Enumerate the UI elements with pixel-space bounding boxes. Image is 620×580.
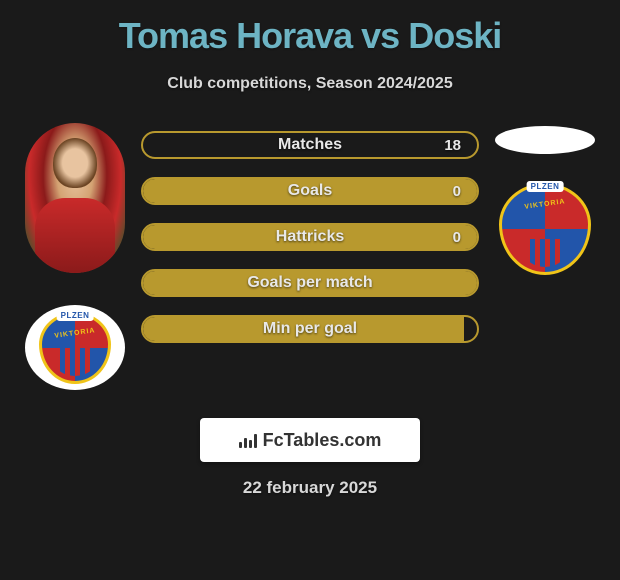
shield-icon: VIKTORIA (39, 312, 111, 384)
player-photo-left (25, 123, 125, 273)
page-title: Tomas Horava vs Doski (10, 15, 610, 57)
club-logo-left: VIKTORIA (25, 305, 125, 390)
stat-label: Goals (288, 182, 332, 200)
stat-label: Goals per match (247, 274, 372, 292)
comparison-card: Tomas Horava vs Doski Club competitions,… (0, 0, 620, 580)
stat-value: 18 (444, 137, 461, 154)
stat-bar-goals-per-match: Goals per match (141, 269, 479, 297)
shield-icon: VIKTORIA (499, 183, 591, 275)
footer: FcTables.com 22 february 2025 (10, 418, 610, 498)
right-column: VIKTORIA (485, 123, 605, 271)
stat-bar-matches: Matches 18 (141, 131, 479, 159)
club-logo-right: VIKTORIA (495, 186, 595, 271)
content-row: VIKTORIA Matches 18 Goals 0 Hattricks 0 (10, 123, 610, 390)
brand-logo[interactable]: FcTables.com (200, 418, 420, 462)
stat-bar-min-per-goal: Min per goal (141, 315, 479, 343)
stat-value: 0 (453, 229, 461, 246)
stat-bar-hattricks: Hattricks 0 (141, 223, 479, 251)
stat-bar-goals: Goals 0 (141, 177, 479, 205)
player-placeholder-right (495, 126, 595, 154)
stat-value: 0 (453, 183, 461, 200)
left-column: VIKTORIA (15, 123, 135, 390)
stats-column: Matches 18 Goals 0 Hattricks 0 Goals per… (135, 123, 485, 343)
stat-label: Hattricks (276, 228, 344, 246)
chart-icon (239, 432, 257, 448)
date-label: 22 february 2025 (243, 478, 377, 498)
subtitle: Club competitions, Season 2024/2025 (10, 75, 610, 93)
stat-label: Min per goal (263, 320, 357, 338)
stat-label: Matches (278, 136, 342, 154)
brand-text: FcTables.com (263, 430, 382, 451)
